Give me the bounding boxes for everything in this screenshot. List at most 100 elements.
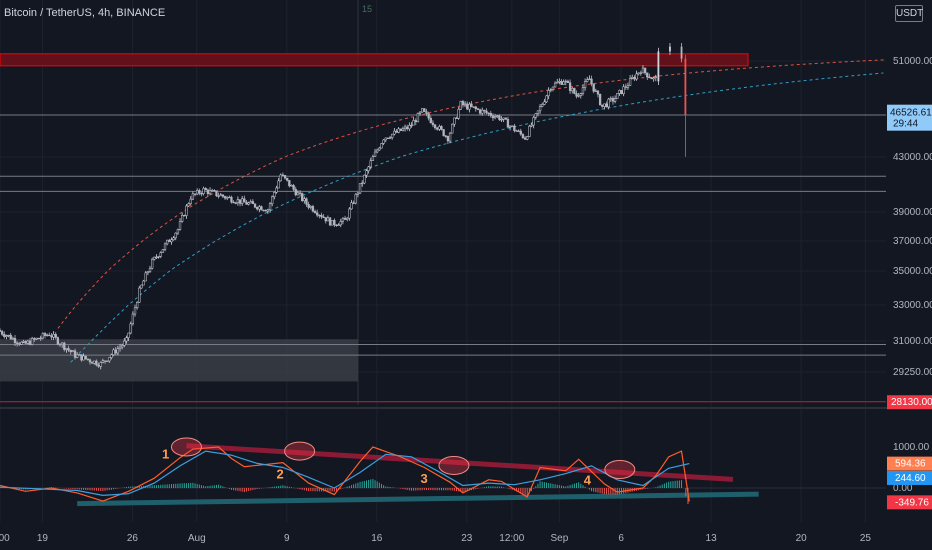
candle-body-35 [73, 350, 77, 358]
peak-number-2: 2 [276, 467, 283, 482]
candle-body-28 [58, 343, 62, 346]
candle-body-231 [493, 116, 497, 119]
candle-body-178 [380, 143, 383, 149]
price-axis-label-5: 33000.00 [893, 300, 932, 311]
candle-body-19 [39, 337, 42, 340]
candle-body-241 [515, 130, 518, 132]
candle-body-113 [241, 198, 244, 204]
price-axis-label-7: 29250.00 [893, 367, 932, 378]
candle-body-232 [496, 115, 499, 117]
candle-body-120 [256, 206, 259, 210]
candle-body-16 [33, 338, 36, 340]
candle-body-50 [106, 360, 109, 362]
candle-body-108 [230, 196, 233, 203]
oscillator-value-label-0: 594.36 [895, 459, 926, 470]
candle-body-40 [84, 355, 87, 360]
candle-body-10 [20, 341, 23, 345]
candle-body-245 [523, 137, 527, 140]
candle-body-242 [517, 130, 520, 133]
candle-body-92 [196, 190, 199, 195]
candle-body-69 [146, 271, 150, 274]
candle-body-219 [468, 103, 471, 110]
candle-body-25 [52, 333, 55, 338]
candle-body-84 [178, 221, 182, 230]
candle-body-272 [581, 87, 585, 94]
time-axis-label-8: Sep [550, 533, 568, 544]
candle-body-184 [393, 130, 396, 135]
candle-body-212 [453, 117, 456, 125]
candle-body-116 [247, 202, 250, 205]
candle-body-76 [161, 249, 165, 253]
candle-body-258 [551, 86, 555, 90]
candle-body-192 [410, 124, 413, 127]
current-price-label: 46526.61 [890, 108, 932, 119]
candle-body-77 [163, 243, 167, 250]
final-candle-body-0 [657, 51, 660, 82]
candle-body-130 [277, 180, 280, 189]
time-axis-label-3: Aug [188, 533, 206, 544]
candle-body-230 [491, 115, 495, 119]
candle-body-62 [131, 313, 135, 325]
candle-body-127 [271, 196, 274, 205]
candle-body-306 [654, 76, 657, 78]
candle-body-45 [95, 360, 98, 366]
candle-body-222 [474, 106, 477, 110]
candle-body-147 [313, 210, 317, 214]
candle-body-275 [588, 78, 591, 80]
price-axis-label-1: 43000.00 [893, 152, 932, 163]
peak-number-4: 4 [584, 473, 592, 488]
candle-body-135 [288, 180, 291, 187]
candle-body-206 [440, 126, 443, 130]
candle-body-131 [279, 174, 282, 182]
candle-body-51 [108, 357, 111, 362]
candle-body-125 [266, 209, 270, 212]
candle-body-143 [305, 198, 308, 205]
symbol-title: Bitcoin / TetherUS, 4h, BINANCE [4, 7, 166, 19]
candle-body-57 [121, 345, 124, 348]
candle-body-93 [198, 190, 201, 194]
candle-body-210 [448, 132, 452, 142]
candle-body-142 [303, 198, 306, 201]
candle-body-164 [350, 202, 353, 210]
candle-body-301 [643, 67, 647, 74]
candle-body-118 [251, 201, 255, 205]
candle-body-217 [463, 103, 467, 106]
candle-body-290 [620, 90, 623, 95]
candle-body-73 [155, 256, 158, 259]
candle-body-100 [213, 190, 216, 192]
candle-body-80 [170, 239, 173, 243]
candle-body-8 [15, 342, 19, 344]
candle-body-31 [65, 348, 68, 350]
candle-body-227 [485, 110, 488, 114]
candle-body-208 [444, 135, 447, 137]
candle-body-247 [528, 125, 531, 137]
candle-body-49 [103, 360, 107, 362]
candle-body-148 [316, 212, 319, 216]
candle-body-238 [508, 125, 512, 128]
candle-body-55 [116, 348, 120, 354]
candle-body-21 [43, 333, 47, 336]
candle-body-61 [129, 323, 132, 334]
candle-body-151 [322, 216, 325, 218]
candle-body-106 [226, 196, 229, 199]
candle-body-170 [363, 174, 366, 184]
candle-body-260 [556, 81, 559, 84]
time-axis-label-0: 2:00 [0, 533, 10, 544]
candle-body-266 [568, 82, 572, 92]
candle-body-90 [191, 193, 195, 200]
candle-body-197 [421, 108, 424, 113]
currency-unit-button[interactable]: USDT [895, 5, 923, 22]
candle-body-11 [22, 341, 25, 343]
candle-body-252 [538, 106, 542, 112]
candle-body-63 [133, 307, 137, 315]
candle-body-56 [118, 346, 122, 349]
candle-body-193 [412, 120, 415, 126]
candle-body-155 [331, 220, 334, 226]
candle-body-256 [547, 90, 550, 97]
candle-body-169 [361, 182, 364, 185]
candle-body-72 [153, 256, 156, 260]
final-candle-body-2 [680, 46, 683, 59]
oscillator-value-tag-1 [887, 470, 932, 485]
peak-highlight-1 [170, 437, 202, 457]
